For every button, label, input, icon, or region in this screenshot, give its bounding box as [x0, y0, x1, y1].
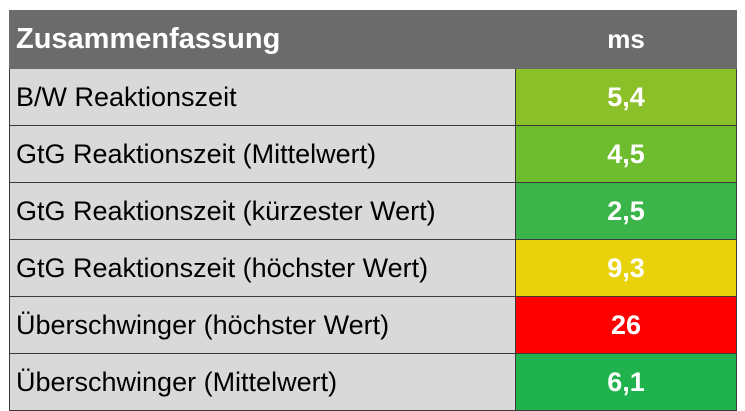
row-label: GtG Reaktionszeit (Mittelwert)	[9, 125, 516, 183]
table-row: Überschwinger (höchster Wert) 26	[9, 296, 737, 354]
row-label: Überschwinger (Mittelwert)	[9, 353, 516, 411]
row-value: 9,3	[515, 239, 737, 297]
table-row: GtG Reaktionszeit (höchster Wert) 9,3	[9, 239, 737, 297]
row-value: 2,5	[515, 182, 737, 240]
row-value: 4,5	[515, 125, 737, 183]
table-row: Überschwinger (Mittelwert) 6,1	[9, 353, 737, 411]
header-unit: ms	[515, 10, 737, 69]
row-label: GtG Reaktionszeit (höchster Wert)	[9, 239, 516, 297]
row-label: GtG Reaktionszeit (kürzester Wert)	[9, 182, 516, 240]
row-value: 6,1	[515, 353, 737, 411]
summary-table: Zusammenfassung ms B/W Reaktionszeit 5,4…	[9, 10, 737, 411]
row-label: Überschwinger (höchster Wert)	[9, 296, 516, 354]
table-row: GtG Reaktionszeit (kürzester Wert) 2,5	[9, 182, 737, 240]
table-row: GtG Reaktionszeit (Mittelwert) 4,5	[9, 125, 737, 183]
row-label: B/W Reaktionszeit	[9, 68, 516, 126]
row-value: 5,4	[515, 68, 737, 126]
table-row: B/W Reaktionszeit 5,4	[9, 68, 737, 126]
header-title: Zusammenfassung	[9, 10, 516, 69]
header-row: Zusammenfassung ms	[9, 10, 737, 69]
row-value: 26	[515, 296, 737, 354]
